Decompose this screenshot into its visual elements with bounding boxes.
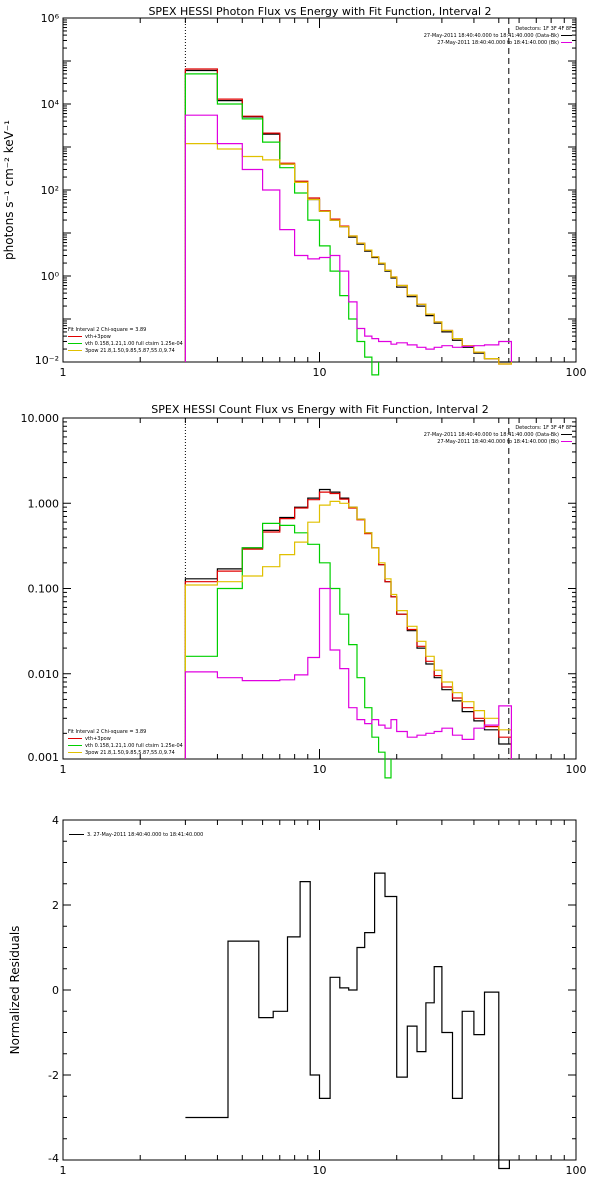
y-tick-label: 0.010 [28,668,60,681]
x-tick-label: 100 [566,1164,587,1177]
legend-item: vth+3pow [85,334,111,340]
y-tick-label: -4 [48,1152,59,1165]
y-tick-label: 1.000 [28,497,60,510]
series-line-vth [184,73,380,376]
y-tick-label: 10⁰ [41,270,60,283]
legend-item: 27-May-2011 18:40:40.000 to 18:41:40.000… [424,33,559,39]
legend-top-right: Detectors: 1F 3F 4F 8F 27-May-2011 18:40… [424,26,572,46]
series-line-3pow [184,143,512,365]
data-series [184,68,512,376]
legend-item: 27-May-2011 18:40:40.000 to 18:41:40.000… [437,40,559,46]
y-tick-label: -2 [48,1069,59,1082]
x-tick-label: 1 [60,763,67,776]
marker-lines [184,18,510,362]
legend-bottom-left: Fit Interval 2 Chi-square = 3.89 vth+3po… [68,327,183,354]
y-tick-label: 10⁴ [41,98,60,111]
residuals-panel: Normalized Residuals 1 10 100 -4 -2 0 2 4 3. 27… [8,814,587,1177]
series-line-3-27-may-2011-18-40-40-000-to-18-41-40-000 [185,872,510,1170]
y-tick-label: 2 [52,899,59,912]
y-tick-label: 10.000 [21,412,60,425]
y-tick-label: 10² [41,184,59,197]
data-series [185,872,510,1170]
count-flux-panel: SPEX HESSI Count Flux vs Energy with Fit… [21,403,587,779]
legend-item: Detectors: 1F 3F 4F 8F [515,425,572,431]
series-line-bk [184,587,512,759]
x-tick-label: 1 [60,1164,67,1177]
y-tick-label: 10⁶ [41,12,60,25]
legend-item: 3pow 21.8,1.50,9.85,5.87,55.0,9.74 [85,750,175,756]
legend-top-right: Detectors: 1F 3F 4F 8F 27-May-2011 18:40… [424,425,572,445]
axis-ticks: 1 10 100 10⁻² 10⁰ 10² 10⁴ 10⁶ [35,12,587,379]
chart-title: SPEX HESSI Count Flux vs Energy with Fit… [151,403,488,416]
y-tick-label: 0 [52,984,59,997]
y-tick-label: 4 [52,814,59,827]
x-tick-label: 10 [313,366,327,379]
legend-item: Fit Interval 2 Chi-square = 3.89 [68,327,146,333]
x-tick-label: 100 [566,763,587,776]
legend-item: 3. 27-May-2011 18:40:40.000 to 18:41:40.… [87,832,203,838]
legend-item: vth+3pow [85,736,111,742]
y-axis-label: Normalized Residuals [8,926,22,1055]
y-tick-label: 0.001 [28,751,60,764]
x-tick-label: 10 [313,1164,327,1177]
marker-lines [184,418,510,759]
legend-item: Fit Interval 2 Chi-square = 3.89 [68,729,146,735]
axis-ticks: 1 10 100 -4 -2 0 2 4 [48,814,586,1177]
y-tick-label: 0.100 [28,583,60,596]
series-line-vth-3pow [184,68,512,365]
axis-ticks: 1 10 100 0.001 0.010 0.100 1.000 10.000 [21,412,587,776]
series-line-vth [184,522,392,779]
legend-item: 27-May-2011 18:40:40.000 to 18:41:40.000… [437,439,559,445]
x-tick-label: 100 [566,366,587,379]
y-axis-label: photons s⁻¹ cm⁻² keV⁻¹ [2,120,16,260]
legend: 3. 27-May-2011 18:40:40.000 to 18:41:40.… [69,832,203,838]
legend-item: vth 0.158,1.21,1.00 full ctsim 1.25e-04 [85,341,183,347]
legend-item: Detectors: 1F 3F 4F 8F [515,26,572,32]
series-line-bk [184,114,512,362]
x-tick-label: 1 [60,366,67,379]
chart-title: SPEX HESSI Photon Flux vs Energy with Fi… [148,5,491,18]
legend-item: 3pow 21.8,1.50,9.85,5.87,55.0,9.74 [85,348,175,354]
photon-flux-panel: SPEX HESSI Photon Flux vs Energy with Fi… [2,5,587,379]
legend-item: 27-May-2011 18:40:40.000 to 18:41:40.000… [424,432,559,438]
plot-frame [62,17,577,363]
legend-item: vth 0.158,1.21,1.00 full ctsim 1.25e-04 [85,743,183,749]
series-line-3pow [184,500,512,759]
legend-bottom-left: Fit Interval 2 Chi-square = 3.89 vth+3po… [68,729,183,756]
y-tick-label: 10⁻² [35,354,59,367]
data-series [184,488,512,779]
x-tick-label: 10 [313,763,327,776]
